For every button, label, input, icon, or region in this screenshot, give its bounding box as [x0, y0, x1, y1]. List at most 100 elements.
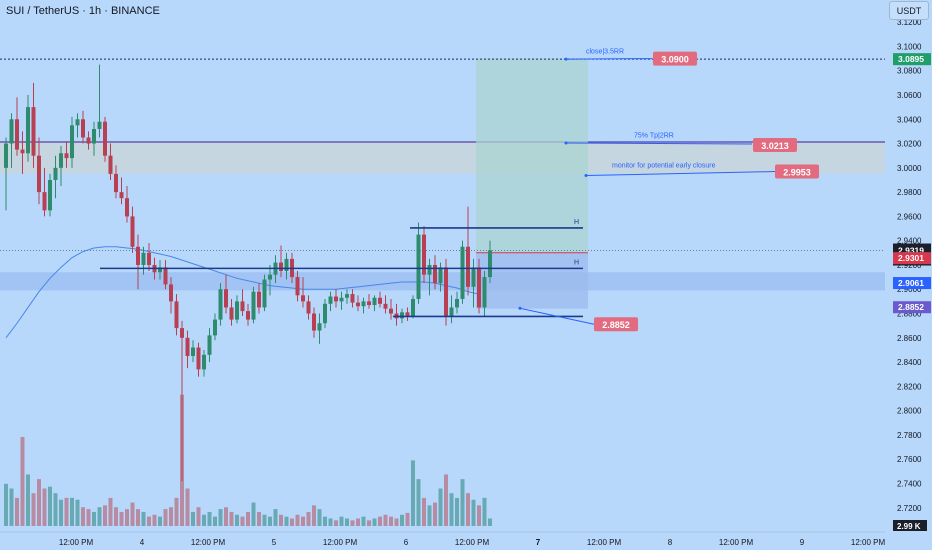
candle-body	[422, 234, 426, 275]
close-target-dot	[564, 57, 568, 61]
candle	[444, 258, 448, 326]
candle-body	[9, 119, 14, 144]
candle-body	[130, 216, 135, 247]
volume-bar	[482, 497, 487, 526]
candle	[257, 283, 261, 314]
volume-bar	[86, 509, 91, 526]
candle	[9, 113, 14, 168]
candle	[356, 295, 360, 312]
candle-body	[20, 149, 25, 154]
volume-bar	[262, 514, 267, 526]
level-marker-upper: H	[574, 219, 579, 226]
price-tick-label: 3.0400	[897, 115, 922, 124]
stop-line	[519, 307, 595, 325]
currency-button[interactable]: USDT	[889, 1, 929, 20]
candle	[130, 206, 135, 253]
volume-bar	[383, 514, 388, 526]
candle-body	[180, 328, 184, 338]
candle-body	[350, 294, 355, 303]
candle	[240, 289, 245, 316]
volume-bar	[350, 520, 355, 526]
candle-body	[229, 307, 234, 320]
volume-bar	[405, 512, 410, 526]
candle	[328, 291, 333, 312]
candle	[180, 320, 184, 482]
candle	[279, 245, 283, 278]
volume-bar	[449, 493, 454, 526]
candle	[207, 328, 212, 363]
candle-body	[81, 119, 85, 138]
volume-bar	[4, 483, 8, 526]
volume-bar	[207, 511, 212, 526]
candle	[224, 274, 228, 314]
volume-bar	[356, 518, 360, 526]
candle	[158, 260, 162, 280]
candle	[136, 234, 140, 290]
stop-price-label: 2.8852	[602, 320, 630, 330]
time-axis	[0, 532, 885, 550]
candle-body	[213, 319, 217, 336]
time-tick-label: 9	[800, 538, 805, 547]
time-tick-label: 12:00 PM	[455, 538, 490, 547]
candle-body	[460, 246, 465, 299]
candle	[334, 289, 338, 308]
candle-body	[466, 246, 470, 287]
candle	[202, 349, 206, 377]
candle-body	[356, 302, 360, 307]
time-tick-label: 5	[272, 538, 277, 547]
volume-bar	[251, 502, 256, 526]
volume-bar	[152, 514, 157, 526]
candle	[378, 291, 382, 308]
volume-bar	[427, 505, 432, 526]
volume-bar	[53, 493, 58, 526]
volume-bar	[147, 516, 151, 526]
candle	[92, 121, 96, 156]
candle	[372, 295, 377, 312]
candle-body	[185, 337, 190, 357]
candle	[301, 277, 305, 308]
candle-body	[262, 279, 267, 308]
early-closure-text: monitor for potential early closure	[612, 163, 716, 170]
volume-bar	[235, 514, 239, 526]
candle	[97, 64, 102, 138]
candle-body	[240, 301, 245, 312]
candle-body	[218, 289, 223, 320]
price-axis	[885, 0, 932, 550]
price-tick-label: 3.0600	[897, 91, 922, 100]
candle	[4, 137, 8, 211]
tp-text: 75% Tp|2RR	[634, 132, 674, 139]
volume-bar	[70, 497, 74, 526]
candle-body	[383, 303, 388, 309]
close-target-text: close|3.5RR	[586, 49, 624, 56]
candle	[26, 94, 30, 162]
volume-bar	[9, 488, 14, 526]
volume-bar	[218, 509, 223, 526]
early-closure-price-label: 2.9953	[783, 168, 811, 178]
axis-tag-stop: 2.8852	[898, 302, 924, 312]
time-tick-label: 6	[404, 538, 409, 547]
price-tick-label: 2.7600	[897, 455, 922, 464]
candle	[185, 330, 190, 369]
volume-bar	[240, 516, 245, 526]
stop-price-label-bg	[594, 317, 638, 332]
level-marker-mid: H	[574, 259, 579, 266]
candle	[48, 173, 52, 217]
candle-body	[224, 289, 228, 308]
candle	[433, 255, 437, 290]
volume-bar	[284, 516, 289, 526]
candle	[141, 246, 146, 275]
candle	[86, 131, 91, 150]
candle-body	[196, 347, 201, 370]
candle	[284, 252, 289, 280]
candle-body	[328, 296, 333, 304]
candle-body	[158, 267, 162, 273]
volume-bar	[37, 479, 41, 526]
moving-average-line	[5, 246, 480, 339]
candle	[75, 113, 80, 138]
symbol-title[interactable]: SUI / TetherUS · 1h · BINANCE	[6, 5, 160, 17]
candle	[31, 82, 36, 168]
volume-bar	[213, 516, 217, 526]
candle-body	[75, 119, 80, 126]
volume-bar	[339, 516, 344, 526]
